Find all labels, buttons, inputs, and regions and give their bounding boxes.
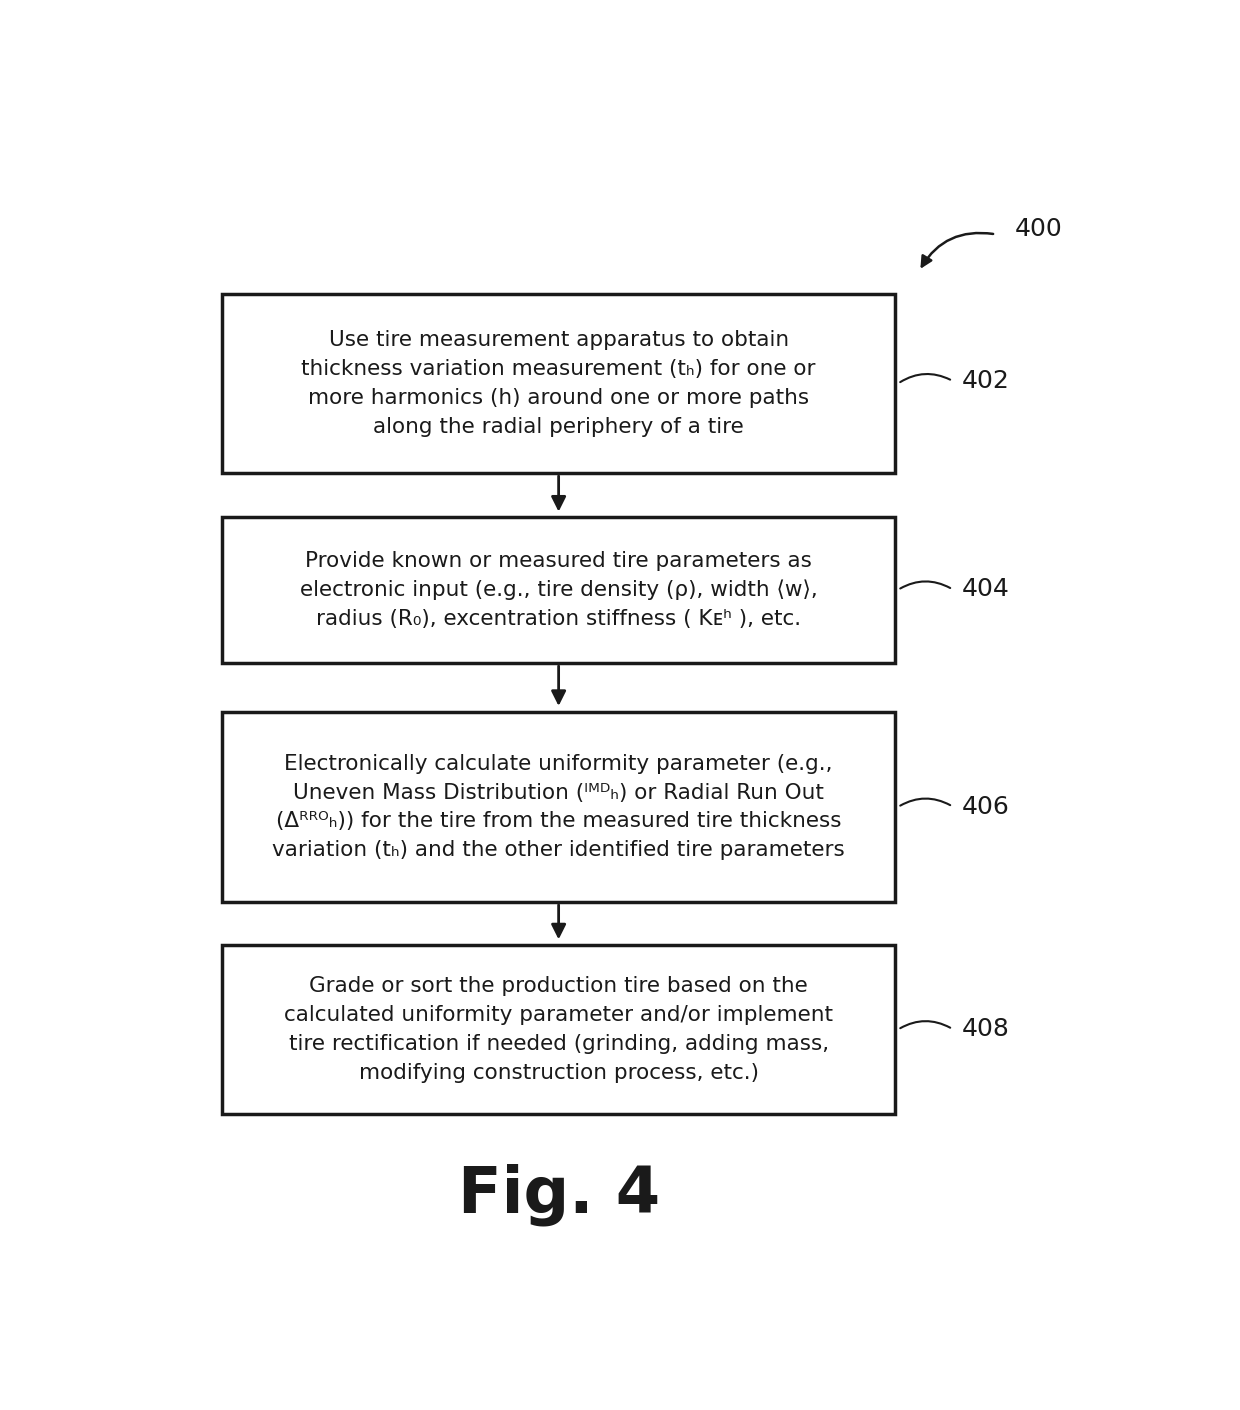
Text: Fig. 4: Fig. 4 bbox=[458, 1163, 660, 1227]
Bar bbox=[222, 946, 895, 1114]
Text: Use tire measurement apparatus to obtain
thickness variation measurement (tₕ) fo: Use tire measurement apparatus to obtain… bbox=[301, 330, 816, 437]
Text: Provide known or measured tire parameters as
electronic input (e.g., tire densit: Provide known or measured tire parameter… bbox=[300, 551, 817, 629]
Text: 402: 402 bbox=[962, 369, 1011, 393]
Bar bbox=[222, 516, 895, 663]
Text: 400: 400 bbox=[1016, 217, 1063, 241]
Text: 408: 408 bbox=[962, 1017, 1011, 1041]
Text: 404: 404 bbox=[962, 577, 1011, 602]
Text: Grade or sort the production tire based on the
calculated uniformity parameter a: Grade or sort the production tire based … bbox=[284, 976, 833, 1083]
Text: 406: 406 bbox=[962, 794, 1011, 819]
Bar bbox=[222, 295, 895, 474]
Text: Electronically calculate uniformity parameter (e.g.,
Uneven Mass Distribution (ᴵ: Electronically calculate uniformity para… bbox=[273, 754, 844, 860]
Bar bbox=[222, 712, 895, 902]
